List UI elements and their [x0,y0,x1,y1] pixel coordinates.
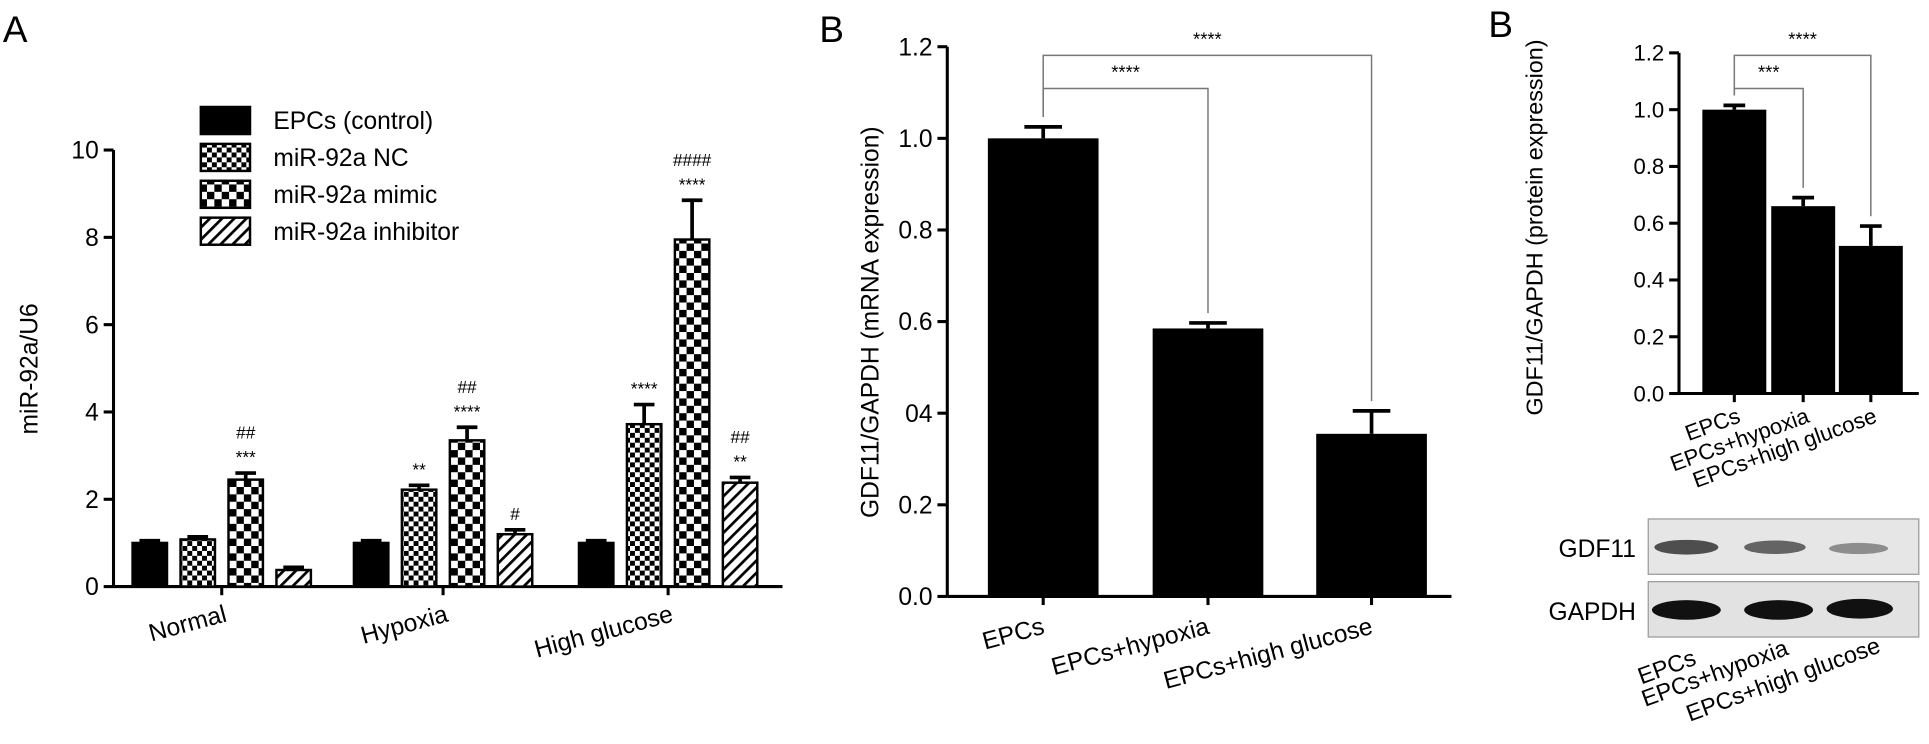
y-tick-label: 0 [85,574,99,601]
y-tick-label: 0.0 [1633,381,1664,406]
y-tick-label: 1.0 [1633,97,1664,122]
bar [625,422,663,588]
significance-label: **** [679,174,706,194]
y-tick-label: 1.2 [1633,41,1664,66]
y-tick-label: 0.2 [1633,324,1664,349]
y-tick-label: 0.8 [898,218,932,245]
bar [400,488,438,588]
x-tick-label: EPCs [980,613,1048,655]
blot-band [1651,600,1721,620]
y-tick-label: 4 [85,400,99,427]
y-tick-label: 0.0 [898,584,932,611]
y-tick-label: 0.6 [898,309,932,336]
bar [1838,245,1903,394]
blot-band [1826,598,1893,619]
significance-label: ## [457,377,477,397]
x-tick-label: Normal [146,601,230,648]
significance-label: # [510,504,520,524]
significance-label: ## [730,427,750,447]
blot-row-label: GDF11 [1559,536,1636,563]
blot-row-label: GAPDH [1549,599,1636,626]
y-axis-label: GDF11/GAPDH (mRNA expression) [857,126,884,518]
bar [131,541,169,588]
blot-band [1744,540,1806,555]
legend-label: miR-92a mimic [273,182,437,209]
y-tick-label: 10 [71,138,98,165]
blot-band [1744,600,1814,620]
blot-band [1829,542,1889,555]
y-tick-label: 0.8 [1633,154,1664,179]
y-axis-label: miR-92a/U6 [16,303,43,434]
bar [1316,433,1427,597]
bar [721,481,759,588]
y-tick-label: 0.6 [1633,211,1664,236]
significance-label: **** [1788,29,1817,50]
bar [448,439,486,588]
significance-label: **** [1111,62,1140,83]
significance-label: #### [673,150,712,170]
significance-bracket [1733,54,1872,217]
y-tick-label: 04 [905,401,932,428]
blot-band [1654,539,1719,555]
panel-letter: B [1488,4,1513,45]
significance-bracket [1042,54,1373,402]
legend-swatch [199,142,252,173]
y-tick-label: 0.2 [898,492,932,519]
y-tick-label: 1.0 [898,126,932,153]
bar [673,238,711,588]
significance-label: **** [631,379,658,399]
y-tick-label: 0.4 [1633,268,1664,293]
legend-swatch [199,216,252,246]
bar [1702,109,1767,394]
bar [227,478,265,588]
y-tick-label: 8 [85,225,99,252]
panel-letter: B [819,9,844,50]
significance-label: ** [412,459,426,479]
y-tick-label: 2 [85,487,99,514]
significance-label: **** [454,401,481,421]
x-tick-label: High glucose [532,601,676,664]
legend-label: EPCs (control) [273,108,433,135]
legend-label: miR-92a NC [273,145,408,172]
y-tick-label: 6 [85,312,99,339]
bar [987,138,1099,597]
legend-swatch [199,105,252,136]
bar [1152,328,1264,597]
significance-label: *** [1758,62,1780,83]
significance-label: **** [1193,29,1222,50]
bar [1771,206,1836,394]
significance-label: ## [236,423,256,443]
legend-swatch [199,179,252,210]
significance-label: *** [236,447,256,467]
bar [577,541,615,588]
legend-label: miR-92a inhibitor [273,219,459,246]
y-tick-label: 1.2 [898,34,932,61]
significance-label: ** [733,452,747,472]
panel-letter: A [3,9,28,50]
bar [179,538,217,588]
y-axis-label: GDF11/GAPDH (protein expression) [1521,39,1547,415]
bar [496,532,534,588]
x-tick-label: Hypoxia [358,601,451,650]
bar [352,541,390,588]
bar [275,568,313,588]
